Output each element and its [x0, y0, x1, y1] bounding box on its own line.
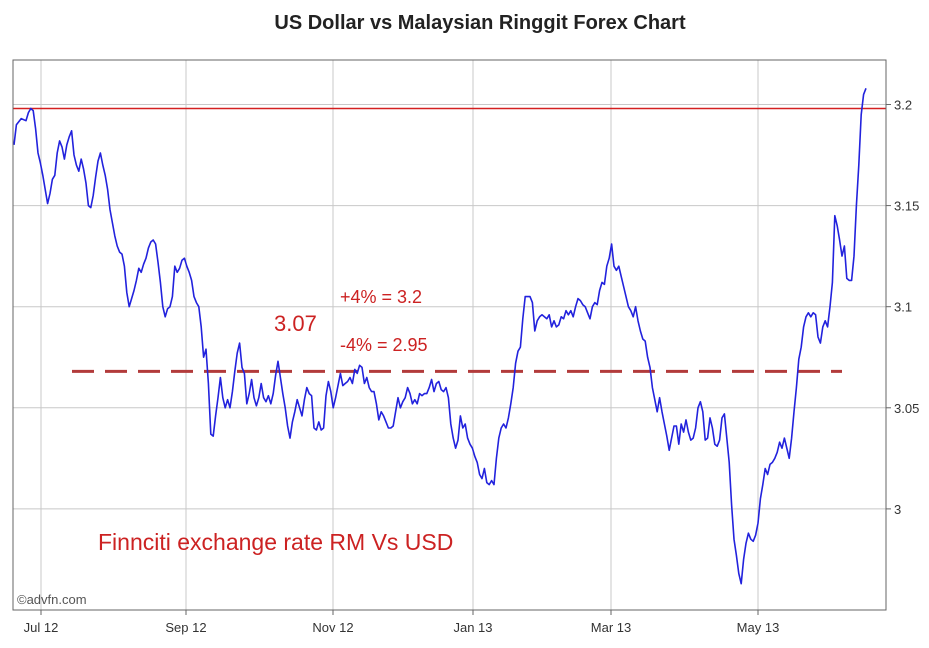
x-tick-label: Sep 12 [165, 620, 206, 635]
y-tick-label: 3.15 [894, 199, 919, 214]
annotation-level-label: 3.07 [274, 311, 317, 336]
x-axis-ticks: Jul 12 Sep 12 Nov 12 Jan 13 Mar 13 May 13 [24, 610, 780, 635]
x-tick-label: Mar 13 [591, 620, 631, 635]
y-tick-label: 3.1 [894, 300, 912, 315]
x-tick-label: Jan 13 [453, 620, 492, 635]
y-tick-label: 3.05 [894, 401, 919, 416]
series-line-usd-myr [13, 88, 867, 585]
x-tick-label: Nov 12 [312, 620, 353, 635]
x-tick-label: May 13 [737, 620, 780, 635]
reference-lines [13, 107, 886, 373]
y-tick-label: 3.2 [894, 97, 912, 112]
y-axis-ticks: 3 3.05 3.1 3.15 3.2 [886, 97, 919, 517]
watermark-text: ©advfn.com [17, 592, 87, 607]
annotation-plus-4pct: +4% = 3.2 [340, 287, 422, 307]
plot-area-frame [12, 59, 887, 611]
annotation-caption: Finnciti exchange rate RM Vs USD [98, 529, 453, 555]
series-group [13, 88, 867, 585]
y-tick-label: 3 [894, 502, 901, 517]
chart-title: US Dollar vs Malaysian Ringgit Forex Cha… [274, 12, 686, 34]
x-tick-label: Jul 12 [24, 620, 59, 635]
annotation-minus-4pct: -4% = 2.95 [340, 335, 428, 355]
grid-lines [13, 60, 886, 610]
